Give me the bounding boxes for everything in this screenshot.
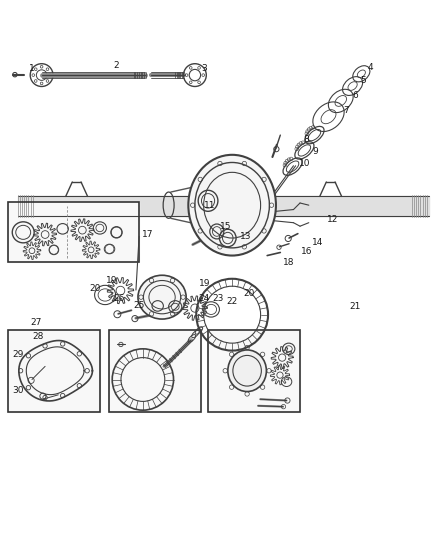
Text: 24: 24 bbox=[198, 294, 210, 303]
Text: 15: 15 bbox=[220, 222, 232, 231]
Ellipse shape bbox=[188, 155, 276, 255]
Text: 19: 19 bbox=[106, 276, 118, 285]
Text: 28: 28 bbox=[32, 332, 43, 341]
Bar bbox=[8, 329, 100, 412]
Polygon shape bbox=[8, 329, 100, 412]
Text: 22: 22 bbox=[226, 297, 238, 306]
Text: 12: 12 bbox=[327, 215, 339, 224]
Text: 11: 11 bbox=[204, 201, 215, 209]
Text: 8: 8 bbox=[304, 135, 310, 144]
Ellipse shape bbox=[138, 275, 186, 319]
Text: 20: 20 bbox=[243, 289, 254, 298]
Bar bbox=[109, 329, 201, 412]
Text: 4: 4 bbox=[367, 63, 373, 72]
Text: 18: 18 bbox=[283, 259, 295, 268]
Text: 30: 30 bbox=[13, 385, 24, 394]
Text: 1: 1 bbox=[28, 64, 35, 73]
Text: 19: 19 bbox=[199, 279, 211, 288]
Text: 16: 16 bbox=[301, 247, 312, 256]
Text: 10: 10 bbox=[299, 159, 310, 168]
Text: 23: 23 bbox=[212, 294, 224, 303]
Ellipse shape bbox=[228, 350, 266, 392]
Text: 20: 20 bbox=[90, 284, 101, 293]
Bar bbox=[208, 329, 300, 412]
Polygon shape bbox=[109, 329, 201, 412]
Polygon shape bbox=[8, 201, 139, 262]
Text: 6: 6 bbox=[353, 91, 359, 100]
Text: 3: 3 bbox=[201, 64, 207, 73]
Text: 21: 21 bbox=[349, 302, 360, 311]
Text: 26: 26 bbox=[113, 294, 125, 303]
Polygon shape bbox=[208, 329, 300, 412]
Text: 13: 13 bbox=[240, 232, 251, 241]
Bar bbox=[8, 201, 139, 262]
Text: 2: 2 bbox=[113, 61, 119, 69]
Text: 27: 27 bbox=[30, 318, 42, 327]
Text: 7: 7 bbox=[343, 106, 349, 115]
Text: 14: 14 bbox=[312, 238, 324, 247]
Text: 5: 5 bbox=[360, 76, 367, 85]
Text: 29: 29 bbox=[13, 351, 24, 359]
Text: 25: 25 bbox=[134, 301, 145, 310]
Text: 9: 9 bbox=[312, 147, 318, 156]
Text: 17: 17 bbox=[142, 230, 154, 239]
